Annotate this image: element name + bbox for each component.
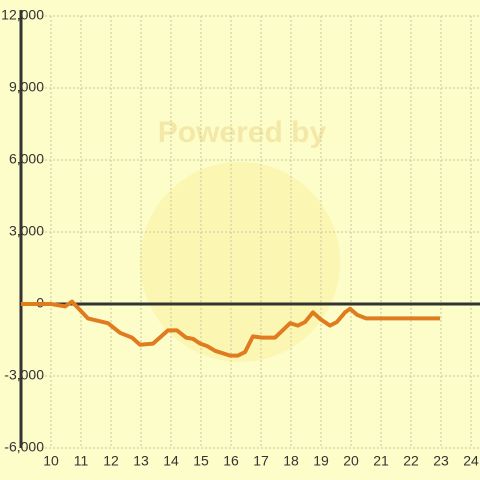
x-tick-label: 20 [343,453,359,469]
x-tick-label: 22 [403,453,419,469]
x-tick-label: 16 [223,453,239,469]
x-tick-label: 18 [283,453,299,469]
x-tick-label: 24 [463,453,479,469]
y-tick-label: 6,000 [9,151,44,167]
x-tick-label: 10 [43,453,59,469]
x-tick-label: 14 [163,453,179,469]
x-tick-label: 17 [253,453,269,469]
y-tick-label: -3,000 [4,367,44,383]
watermark-logo [140,162,340,362]
y-tick-label: -6,000 [4,439,44,455]
x-tick-label: 19 [313,453,329,469]
y-tick-label: 9,000 [9,79,44,95]
line [21,299,441,358]
y-tick-label: 3,000 [9,223,44,239]
x-tick-label: 11 [74,453,89,469]
x-tick-label: 12 [103,453,119,469]
x-tick-label: 21 [373,453,389,469]
x-tick-label: 23 [433,453,449,469]
x-tick-label: 15 [193,453,209,469]
x-tick-label: 13 [133,453,149,469]
y-tick-label: 12,000 [1,7,44,23]
watermark: Powered by [158,116,327,149]
